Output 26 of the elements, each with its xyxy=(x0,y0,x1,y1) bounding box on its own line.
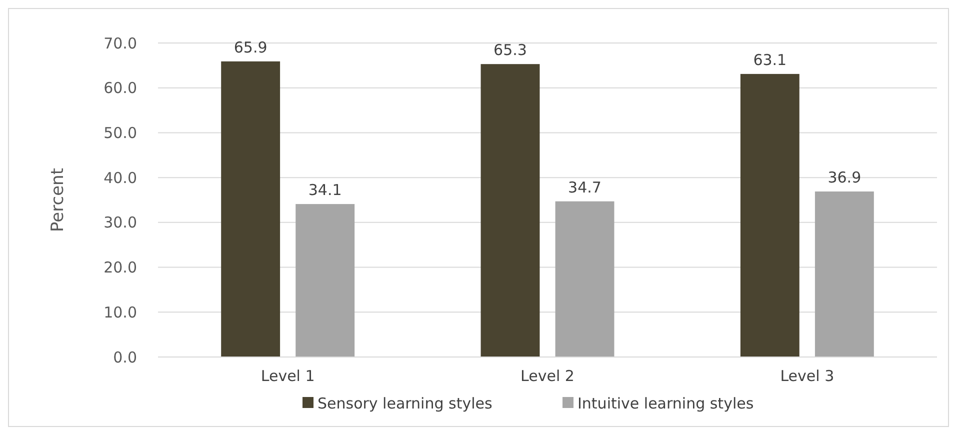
x-tick-label: Level 3 xyxy=(780,367,834,385)
y-tick-label: 50.0 xyxy=(104,124,137,142)
bar xyxy=(740,74,800,357)
y-tick-label: 70.0 xyxy=(104,34,137,52)
y-tick-label: 40.0 xyxy=(104,168,137,187)
data-label: 63.1 xyxy=(753,50,787,69)
x-tick-label: Level 2 xyxy=(520,367,574,385)
y-axis-title: Percent xyxy=(48,168,68,232)
data-label: 36.9 xyxy=(828,168,862,186)
bar xyxy=(555,201,614,357)
data-label: 65.3 xyxy=(494,41,527,60)
y-tick-label: 0.0 xyxy=(113,348,137,366)
data-label: 34.7 xyxy=(568,178,602,196)
y-tick-label: 60.0 xyxy=(104,79,137,98)
y-tick-label: 20.0 xyxy=(104,258,137,277)
x-tick-label: Level 1 xyxy=(260,367,315,385)
bar xyxy=(814,191,874,357)
data-label: 34.1 xyxy=(308,181,342,200)
bar xyxy=(480,64,540,357)
bar xyxy=(221,61,280,357)
data-label: 65.9 xyxy=(234,38,268,56)
bar xyxy=(296,204,355,357)
legend-label: Sensory learning styles xyxy=(318,394,492,412)
legend-label: Intuitive learning styles xyxy=(578,394,754,412)
y-tick-label: 10.0 xyxy=(104,303,137,322)
y-tick-label: 30.0 xyxy=(104,214,137,232)
